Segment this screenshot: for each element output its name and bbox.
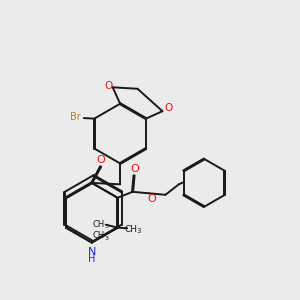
Text: 3: 3 — [137, 228, 141, 234]
Text: 3: 3 — [105, 236, 109, 241]
Text: CH: CH — [93, 220, 105, 229]
Text: CH: CH — [124, 225, 138, 234]
Text: CH: CH — [93, 232, 105, 241]
Text: N: N — [88, 247, 96, 256]
Text: O: O — [130, 164, 139, 174]
Text: H: H — [88, 254, 95, 264]
Text: O: O — [96, 155, 105, 165]
Text: O: O — [165, 103, 173, 113]
Text: Br: Br — [70, 112, 81, 122]
Text: 3: 3 — [105, 224, 109, 229]
Text: O: O — [148, 194, 156, 204]
Text: O: O — [104, 81, 112, 91]
